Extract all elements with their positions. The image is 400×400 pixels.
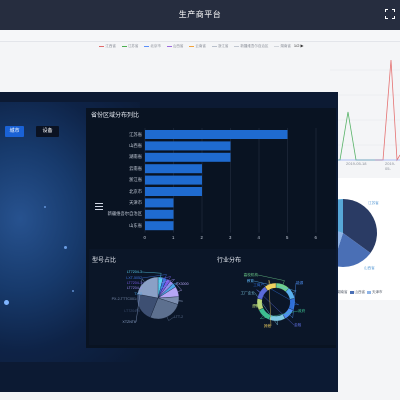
bar-chart-title: 省份区域分布列比: [91, 113, 140, 119]
bar[interactable]: [145, 198, 174, 208]
category-label: 江苏省: [129, 131, 142, 137]
legend-item[interactable]: 山西省: [166, 44, 183, 49]
menu-icon[interactable]: [95, 203, 103, 210]
category-label: 云南省: [129, 165, 142, 171]
pie-label: 工商户: [253, 283, 264, 287]
category-label: 浙江省: [129, 177, 142, 183]
pie-label: LT7204-1: [126, 281, 142, 285]
pie-label-line: [268, 280, 272, 327]
category-label: 湖南省: [129, 154, 142, 160]
x-tick-label: 3: [229, 234, 232, 240]
background-pie-label: 江苏省: [368, 201, 379, 205]
pie-label: LXT-5052: [126, 276, 142, 280]
model-pie-title: 型号占比: [92, 258, 117, 264]
pie-label: 高校机构: [243, 273, 258, 277]
legend-item[interactable]: 浙江省: [211, 44, 228, 49]
legend-item[interactable]: 天津市: [367, 290, 383, 294]
top-bar: 生产商平台: [0, 0, 400, 30]
pie-label-line: [253, 280, 297, 294]
industry-pie-title: 行业分布: [217, 258, 242, 264]
pie-label: 金融: [294, 323, 302, 327]
date-label: 2019-05-: [385, 161, 396, 171]
pie-label-line: [256, 289, 295, 326]
bar[interactable]: [145, 164, 202, 174]
background-pie-slice[interactable]: [332, 233, 371, 267]
bar[interactable]: [145, 175, 202, 185]
category-label: 新疆维吾尔自治区: [107, 211, 142, 217]
legend-item[interactable]: 新疆维吾尔自治区: [234, 44, 268, 49]
pie-slice[interactable]: [137, 276, 159, 299]
pie-label-line: [263, 284, 299, 306]
bar[interactable]: [145, 141, 231, 151]
category-label: 天津市: [129, 199, 142, 205]
legend-item[interactable]: 云南省: [189, 44, 206, 49]
legend-item[interactable]: 江苏省: [121, 44, 138, 49]
x-tick-label: 5: [286, 234, 289, 240]
category-label: 北京市: [129, 188, 142, 194]
bar[interactable]: [145, 187, 202, 196]
pie-label-line: [257, 274, 285, 285]
x-tick-label: 1: [172, 234, 175, 240]
pie-label: LTT-2: [174, 315, 184, 319]
bar[interactable]: [145, 209, 174, 219]
city-button[interactable]: 城市: [5, 126, 24, 137]
pie-label: LT7204-3: [126, 270, 142, 274]
pie-slice[interactable]: [150, 297, 179, 320]
bar[interactable]: [145, 130, 288, 139]
legend-item[interactable]: 湖南省: [274, 44, 291, 49]
bar[interactable]: [145, 152, 231, 162]
background-chart-legend: 江西省 江苏省 北京市 山西省 云南省 浙江省 新疆维吾尔自治区 湖南省 1/2 ▶: [0, 43, 400, 51]
pie-label: 运输: [251, 304, 259, 308]
pie-label-line: [289, 282, 297, 319]
sub-bar: [0, 30, 400, 42]
x-tick-label: 2: [200, 234, 203, 240]
legend-item[interactable]: 江西省: [99, 44, 116, 49]
pie-label-line: [166, 316, 175, 321]
legend-page-indicator[interactable]: 1/2 ▶: [293, 43, 304, 48]
bar[interactable]: [145, 221, 174, 231]
background-pie-slice[interactable]: [343, 199, 378, 253]
category-label: 山东省: [129, 222, 142, 228]
map-location-dot[interactable]: [72, 290, 74, 292]
background-line-chart: [330, 60, 400, 162]
date-label: 2019-05-18: [346, 161, 367, 166]
pie-label: LT7204-2: [126, 286, 142, 290]
pie-label: 政府: [298, 309, 306, 313]
x-tick-label: 6: [314, 234, 317, 240]
pie-label: TX-2: [134, 292, 142, 296]
pie-label-line: [141, 274, 167, 279]
pie-slice[interactable]: [264, 282, 277, 291]
category-label: 山西省: [129, 142, 142, 148]
legend-item[interactable]: 山西省: [349, 290, 365, 294]
pie-label-line: [135, 307, 141, 312]
device-button[interactable]: 设备: [36, 126, 59, 137]
pie-label: XTZNT6: [122, 320, 136, 324]
pie-label: 能源: [296, 281, 304, 285]
background-pie-label: 山西省: [364, 266, 375, 270]
pie-label-line: [253, 304, 260, 307]
pie-label: LT7204-C: [124, 309, 140, 313]
pie-label-line: [175, 283, 183, 292]
pie-label-line: [259, 310, 299, 320]
pie-label: TX3000: [176, 282, 189, 286]
pie-label: 工厂企业: [240, 291, 255, 295]
pie-label-line: [135, 278, 145, 323]
legend-item[interactable]: 北京市: [144, 44, 161, 49]
pie-label-line: [141, 271, 162, 278]
map-location-dot[interactable]: [44, 206, 46, 208]
map-location-dot[interactable]: [4, 300, 9, 305]
fullscreen-icon[interactable]: [385, 9, 395, 19]
pie-label: 教育: [246, 279, 254, 283]
pie-label: 其他: [263, 324, 271, 328]
x-tick-label: 0: [143, 234, 146, 240]
pie-label: PX-2-TTTC001: [111, 297, 136, 301]
x-tick-label: 4: [257, 234, 260, 240]
map-location-dot[interactable]: [64, 246, 67, 249]
page-title: 生产商平台: [178, 10, 222, 19]
pie-label-line: [254, 292, 278, 326]
